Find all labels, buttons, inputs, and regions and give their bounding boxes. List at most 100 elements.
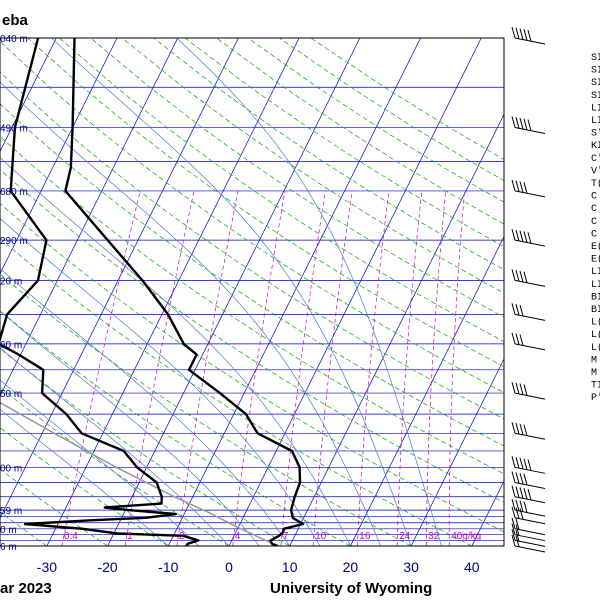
wind-barb-staff: [514, 37, 546, 45]
wind-barb-flag: [523, 458, 528, 470]
wind-barb-flag: [515, 304, 520, 316]
dry-adiabat-line: [0, 237, 472, 546]
height-label: 680 m: [0, 187, 28, 198]
wind-barb-staff: [514, 432, 546, 440]
mixing-ratio-line: [356, 190, 390, 546]
station-info-label: BI: [591, 292, 600, 303]
wind-barb-flag: [523, 118, 528, 130]
wind-barb-flag: [519, 304, 524, 317]
mixing-ratio-label: 32: [428, 531, 440, 542]
isotherm-line: [0, 38, 118, 275]
wind-barb-flag: [523, 384, 528, 396]
wind-barb-staff: [514, 509, 546, 517]
mixing-ratio-line: [396, 190, 423, 546]
wind-barb-flag: [511, 506, 516, 518]
wind-barb-flag: [515, 518, 520, 530]
wind-barb-flag: [515, 229, 520, 242]
moist-adiabat-line: [0, 379, 199, 546]
wind-barb-flag: [511, 116, 516, 128]
moist-adiabat-line: [0, 310, 260, 546]
station-info-label: SI: [591, 66, 600, 77]
wind-barb-flag: [511, 332, 516, 344]
mixing-ratio-labels: 0.4 1 2 4 7 10 16 24 32 40g/kg: [64, 531, 481, 542]
wind-barb-flag: [511, 529, 516, 541]
wind-barb-flag: [511, 303, 516, 315]
wind-barb-flag: [515, 530, 520, 542]
mixing-ratio-line: [61, 190, 141, 546]
wind-barb-staff: [514, 343, 546, 351]
mixing-ratio-label: 10: [315, 531, 327, 542]
mixing-ratio-label: 7: [283, 531, 289, 542]
station-info-label: KI: [591, 141, 600, 152]
wind-barb-staff: [514, 126, 546, 134]
wind-barb-flag: [519, 472, 524, 485]
isotherm-line: [410, 358, 504, 546]
wind-barb-flag: [523, 488, 528, 500]
station-info-label: M: [591, 355, 597, 366]
wind-barb-flag: [523, 231, 528, 243]
mixing-ratio-label: 40g/kg: [451, 531, 481, 542]
wind-barb-flag: [511, 26, 516, 39]
mixing-ratio-line: [448, 190, 465, 546]
wind-barb-staff: [514, 539, 546, 547]
x-tick-label: 20: [343, 559, 359, 575]
wind-barb-flag: [527, 459, 532, 471]
wind-barb-flag: [515, 27, 520, 39]
mixing-ratio-label: 16: [359, 531, 371, 542]
dry-adiabat-line: [0, 169, 504, 503]
station-info-label: LI: [591, 280, 600, 291]
station-info-label: C: [591, 217, 597, 228]
wind-barb-staff: [514, 239, 546, 247]
station-info-label: TI: [591, 381, 600, 392]
dry-adiabat-line: [0, 427, 169, 546]
station-info-label: M: [591, 368, 597, 379]
station-info-label: E(: [591, 254, 600, 266]
dry-adiabat-line: [0, 387, 230, 546]
moist-adiabat-line: [0, 347, 230, 546]
wind-barb-flag: [511, 456, 516, 468]
wind-barb-flag: [519, 117, 524, 130]
wind-barb-flag: [519, 500, 524, 512]
wind-barb-staff: [514, 279, 546, 287]
wind-barb-flag: [523, 424, 528, 436]
mixing-ratio-line: [425, 190, 447, 546]
wind-barb-flag: [523, 271, 528, 283]
mixing-ratio-label: 24: [399, 531, 411, 542]
isotherm-line: [0, 38, 239, 519]
mixing-ratio-line: [124, 190, 195, 546]
wind-barb-flag: [523, 182, 528, 194]
wind-barb-flag: [511, 523, 516, 535]
wind-barb-flag: [519, 270, 524, 283]
wind-barbs: [511, 26, 546, 553]
station-info-label: L(: [591, 317, 600, 329]
wind-barb-flag: [519, 508, 524, 520]
wind-barb-flag: [519, 383, 524, 395]
x-tick-labels: -30 -20 -10 0 10 20 30 40: [37, 559, 480, 575]
wind-barb-flag: [515, 333, 520, 345]
station-info-label: S': [591, 128, 600, 140]
height-label: 490 m: [0, 124, 28, 135]
station-info-label: T(: [591, 178, 600, 190]
station-info-labels: SISISISILILIS'KIC'V'T(CCCCE(E(LILIBIBIL(…: [591, 53, 600, 404]
isotherm-line: [107, 38, 361, 546]
height-labels: 040 m 490 m 680 m 290 m 20 m 60 m 50 m 00 m 59 m…: [0, 34, 28, 553]
station-info-label: C: [591, 192, 597, 203]
dewpoint-profile-line: [0, 38, 200, 546]
height-label: 040 m: [0, 34, 28, 45]
wind-barb-flag: [523, 473, 528, 486]
wind-barb-staff: [514, 466, 546, 474]
wind-barb-flag: [523, 29, 528, 41]
wind-barb-flag: [515, 472, 520, 484]
moist-adiabat-line: [0, 217, 321, 546]
moist-adiabat-line: [176, 38, 442, 546]
wind-barb-flag: [511, 517, 516, 529]
wind-barb-flag: [515, 117, 520, 129]
height-label: 290 m: [0, 236, 28, 247]
wind-barb-staff: [514, 528, 546, 536]
mixing-ratio-line: [280, 190, 326, 546]
wind-barb-staff: [514, 545, 546, 553]
height-label: 6 m: [0, 542, 17, 553]
mixing-ratio-label: 0.4: [64, 531, 78, 542]
station-info-label: L(: [591, 329, 600, 341]
